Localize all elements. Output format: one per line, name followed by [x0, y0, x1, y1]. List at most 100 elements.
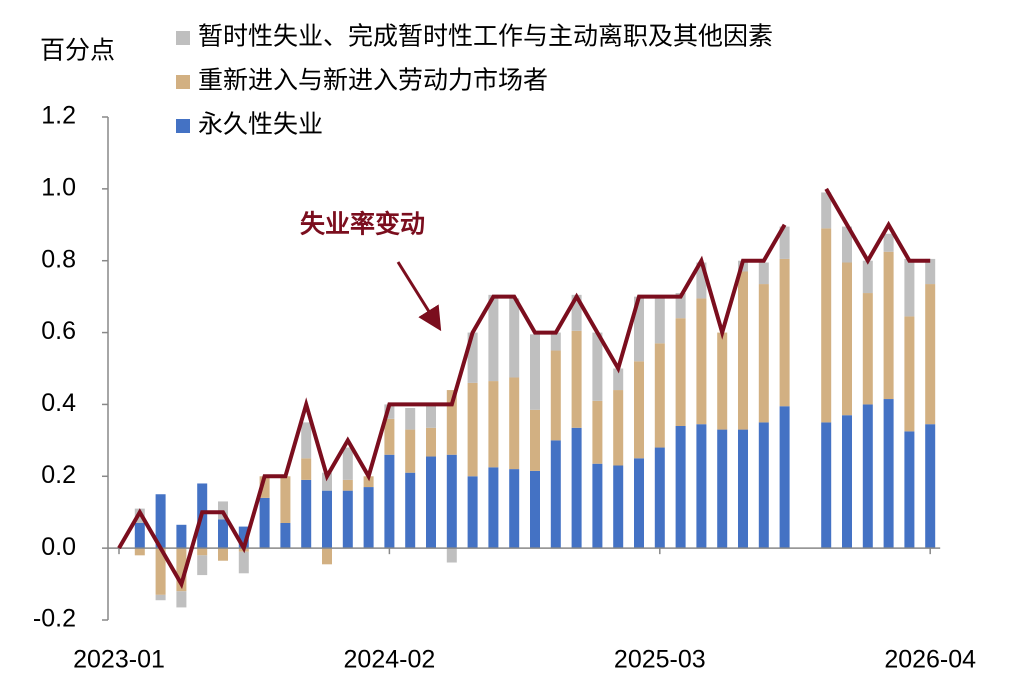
x-tick-label: 2026-04 [884, 646, 976, 674]
bar [571, 330, 582, 428]
annotation: 失业率变动 [300, 210, 425, 239]
bar [696, 262, 707, 299]
bar [134, 522, 145, 549]
bar [779, 226, 790, 259]
bar [821, 228, 832, 423]
legend-swatch [176, 75, 190, 89]
bar [758, 422, 769, 549]
bar [675, 293, 686, 319]
bar [134, 548, 145, 556]
x-tick-label: 2023-01 [73, 646, 165, 674]
bar [550, 332, 561, 351]
bar [176, 591, 187, 608]
legend-label: 重新进入与新进入劳动力市场者 [198, 67, 548, 95]
bar [779, 258, 790, 407]
line [824, 187, 931, 265]
bar [925, 424, 936, 549]
bar [717, 332, 728, 430]
bar [530, 334, 540, 410]
bar [342, 479, 353, 491]
bar [384, 454, 395, 549]
bar [530, 409, 540, 471]
bar [259, 497, 270, 549]
bar [675, 318, 686, 426]
bar [654, 447, 665, 549]
bar [883, 399, 894, 549]
bar [613, 368, 624, 391]
bar [883, 233, 894, 252]
bar [717, 429, 728, 549]
bar [530, 470, 540, 549]
bar [426, 402, 436, 428]
bar [842, 262, 852, 416]
bar [405, 472, 416, 549]
bar [925, 284, 936, 425]
bar [550, 440, 561, 549]
bar [301, 422, 312, 459]
bar [509, 298, 520, 378]
bar [280, 476, 291, 523]
bar [426, 427, 436, 457]
bar [197, 548, 208, 556]
bar [758, 284, 769, 423]
bar [155, 548, 166, 595]
bar [218, 519, 228, 549]
bar [592, 463, 603, 549]
bar [571, 294, 582, 331]
bar [654, 296, 665, 344]
bar [509, 377, 520, 470]
bar [904, 316, 915, 432]
bar [758, 262, 769, 285]
bar [862, 260, 873, 294]
y-tick-label: 0.0 [41, 533, 76, 561]
bar [904, 431, 915, 549]
bar [446, 548, 457, 563]
bar [322, 548, 332, 565]
bar [738, 429, 748, 549]
bar [488, 294, 499, 382]
y-tick-label: 0.2 [41, 461, 76, 489]
bar [176, 524, 187, 549]
bar [904, 258, 915, 317]
bar [488, 381, 499, 468]
bar [322, 490, 332, 549]
bar [467, 382, 478, 477]
bar [592, 332, 603, 401]
bar [842, 415, 852, 549]
bar [238, 526, 249, 549]
legend-label: 暂时性失业、完成暂时性工作与主动离职及其他因素 [198, 23, 773, 51]
bar [155, 494, 166, 549]
bar [301, 458, 312, 480]
y-axis-label: 百分点 [40, 37, 115, 65]
legend-swatch [176, 31, 190, 45]
bar [634, 361, 644, 459]
bar [862, 293, 873, 405]
y-tick-label: -0.2 [33, 605, 76, 633]
bar [405, 408, 416, 430]
line [117, 223, 787, 590]
bar [925, 258, 936, 285]
bar [405, 429, 416, 473]
x-tick-label: 2024-02 [344, 646, 436, 674]
bar [634, 458, 644, 549]
y-tick-label: 1.2 [41, 102, 76, 130]
y-tick-label: 1.0 [41, 173, 76, 201]
bar [197, 555, 208, 576]
bar [654, 343, 665, 448]
bar [696, 424, 707, 549]
y-tick-label: 0.6 [41, 317, 76, 345]
bar [738, 271, 748, 430]
bar [509, 469, 520, 549]
bar [842, 226, 852, 263]
bar [821, 192, 832, 229]
bar [571, 427, 582, 549]
bar [426, 456, 436, 549]
bar [322, 472, 332, 491]
bar [363, 487, 374, 549]
bar [280, 522, 291, 549]
y-tick-label: 0.8 [41, 245, 76, 273]
bar [550, 350, 561, 441]
bar [592, 400, 603, 464]
bar [363, 476, 374, 488]
